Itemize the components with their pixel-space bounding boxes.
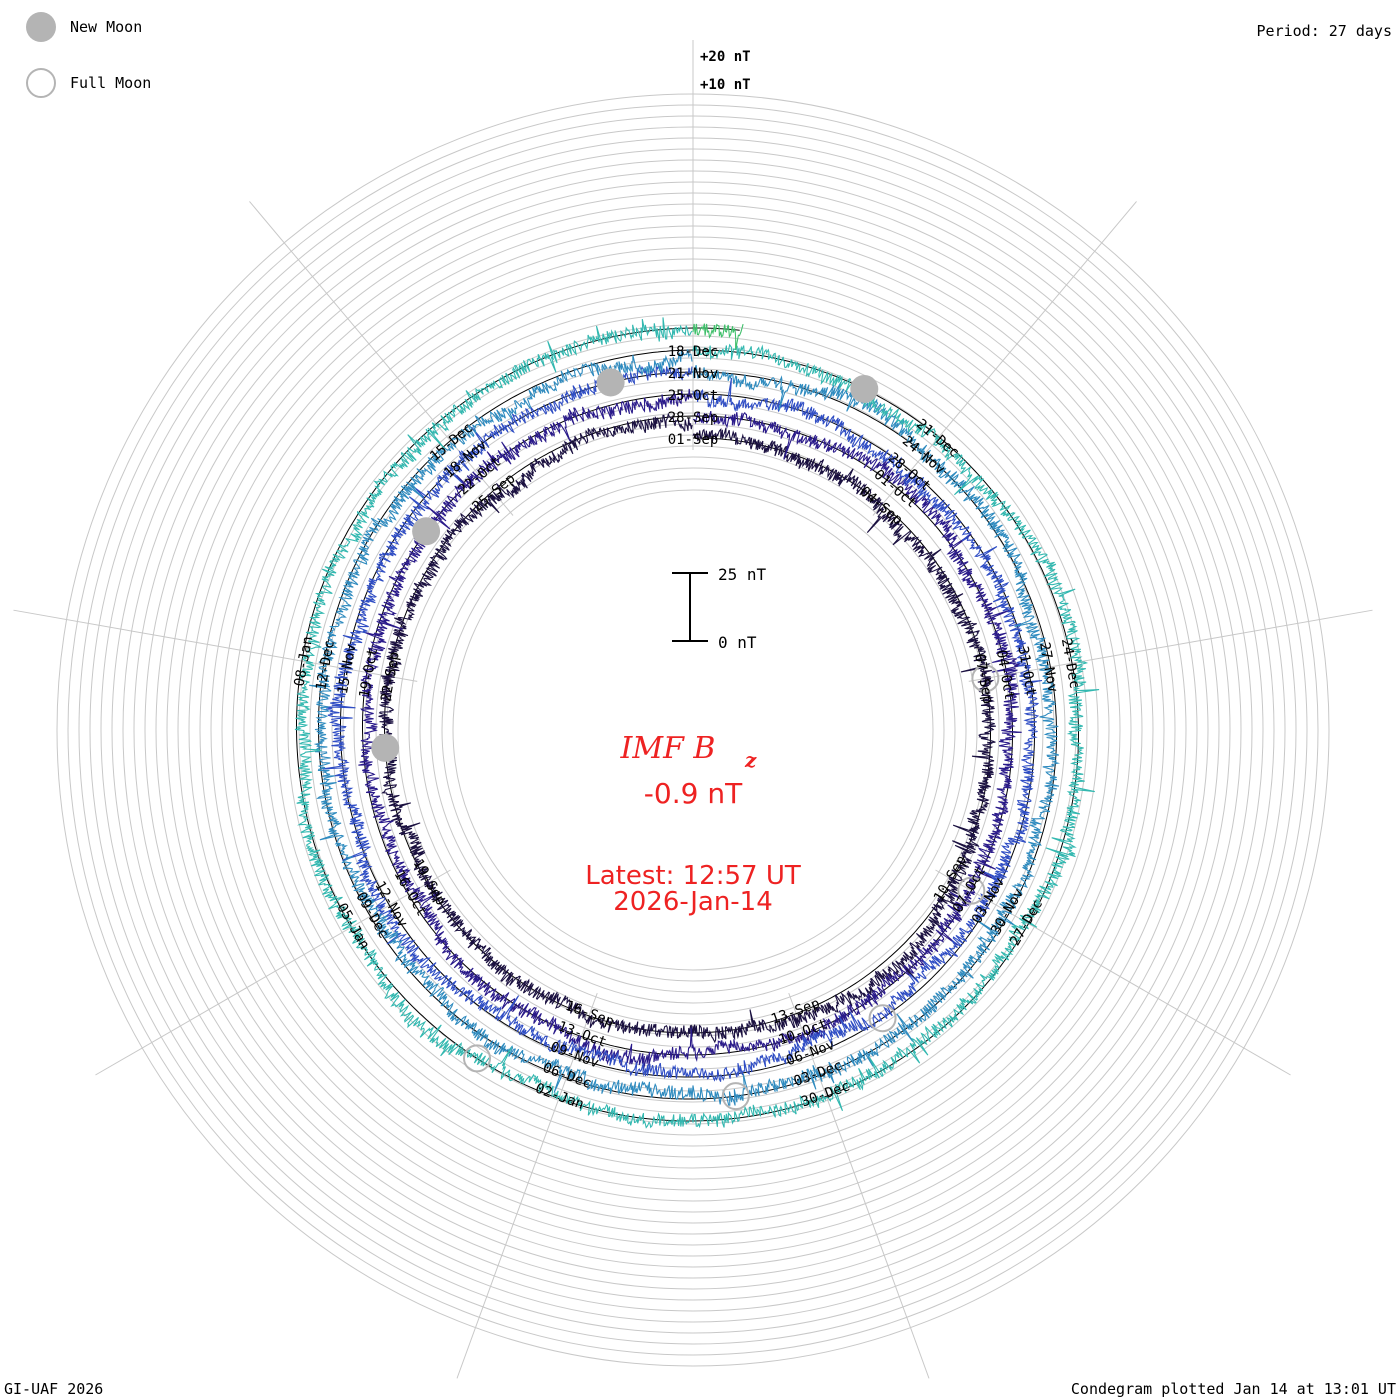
full-moon-marker	[463, 1044, 492, 1073]
grid-spoke	[935, 869, 1291, 1076]
date-label: 22-Sep	[378, 650, 403, 703]
date-label: 01-Sep	[668, 432, 719, 448]
grid-spoke	[968, 609, 1373, 682]
scale-label-second: +10 nT	[700, 77, 751, 93]
center-title: IMF B	[620, 731, 716, 766]
new-moon-marker	[850, 374, 879, 403]
grid-circle	[408, 445, 978, 1015]
grid-spoke	[872, 201, 1137, 516]
credit-label: GI-UAF 2026	[4, 1380, 104, 1398]
bz-trace-turn-5	[294, 317, 1100, 1129]
zero-reference-spiral	[296, 327, 1079, 1122]
bz-trace-turn-2	[358, 388, 1022, 1071]
moon-markers	[371, 368, 1000, 1111]
date-label: 18-Dec	[668, 344, 719, 360]
grid-circle	[452, 489, 934, 971]
full-moon-icon	[26, 68, 56, 98]
bz-trace-turn-3	[322, 365, 1043, 1082]
date-label: 21-Nov	[668, 366, 719, 382]
legend-new-moon-label: New Moon	[70, 18, 143, 36]
full-moon-marker	[971, 664, 1000, 693]
date-label: 08-Jan	[292, 635, 317, 688]
scale-bar-bottom-label: 0 nT	[718, 633, 757, 652]
legend-full-moon-label: Full Moon	[70, 74, 152, 92]
legend-full-moon: Full Moon	[26, 68, 151, 98]
center-title-subscript: z	[744, 748, 757, 772]
scale-label-top: +20 nT	[700, 49, 751, 65]
full-moon-marker	[868, 1004, 897, 1033]
date-label: 15-Nov	[335, 643, 360, 696]
full-moon-marker	[957, 876, 986, 905]
grid-spokes	[13, 40, 1373, 1379]
plotted-label: Condegram plotted Jan 14 at 13:01 UT	[1070, 1380, 1396, 1398]
legend-new-moon: New Moon	[26, 12, 142, 42]
grid-circle	[298, 335, 1088, 1125]
bz-trace-turn-1	[377, 412, 996, 1044]
new-moon-marker	[412, 517, 441, 546]
new-moon-marker	[596, 368, 625, 397]
date-label: 28-Sep	[668, 410, 719, 426]
grid-circle	[441, 478, 945, 982]
full-moon-marker	[721, 1082, 750, 1111]
grid-circle	[430, 467, 956, 993]
new-moon-marker	[371, 733, 400, 762]
grid-spoke	[788, 992, 930, 1379]
bz-trace-turn-4	[309, 349, 1061, 1106]
date-label: 19-Oct	[357, 647, 382, 700]
grid-spoke	[249, 201, 514, 516]
center-value: -0.9 nT	[644, 777, 743, 810]
grid-circle	[342, 379, 1044, 1081]
center-latest: Latest: 12:57 UT	[585, 861, 801, 891]
grid-circle	[397, 434, 989, 1026]
grid-circle	[419, 456, 967, 1004]
data-traces	[294, 317, 1100, 1129]
scale-bar-top-label: 25 nT	[718, 565, 767, 584]
reference-circles	[296, 327, 1079, 1122]
date-label: 25-Oct	[668, 388, 719, 404]
center-date: 2026-Jan-14	[613, 887, 773, 917]
new-moon-icon	[26, 12, 56, 42]
scale-bar: 25 nT 0 nT	[672, 565, 767, 652]
grid-spoke	[13, 609, 418, 682]
bz-trace-turn-6	[692, 323, 744, 351]
grid-circle	[320, 357, 1066, 1103]
period-label: Period: 27 days	[1256, 22, 1392, 40]
grid-spoke	[95, 869, 451, 1076]
